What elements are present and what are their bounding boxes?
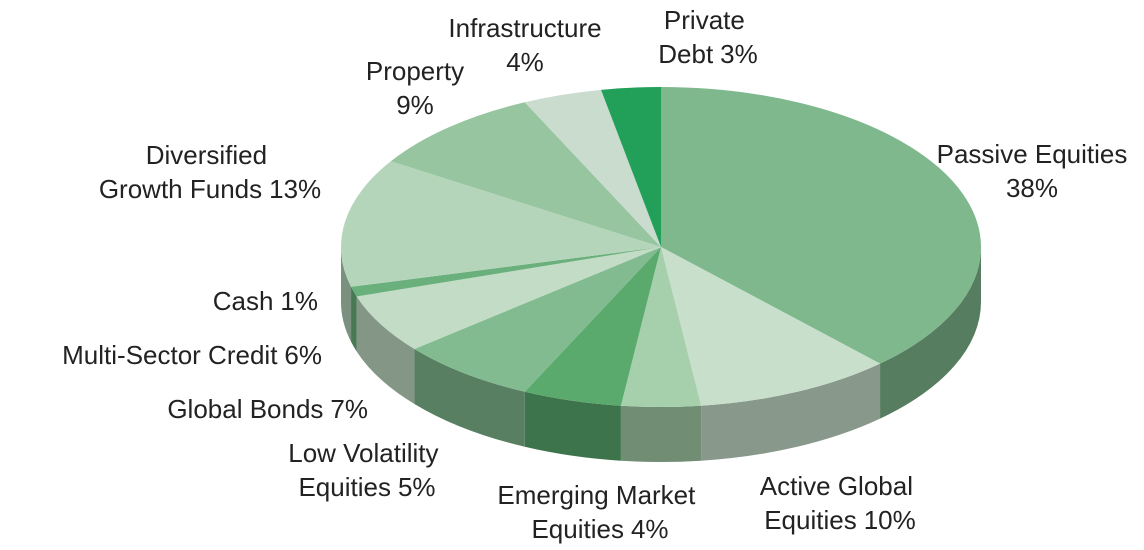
slice-label: Global Bonds 7%: [167, 394, 368, 424]
category-label: Global Bonds: [167, 394, 323, 424]
value-label: 9%: [396, 90, 434, 120]
slice-label: Diversified Growth Funds 13%: [99, 140, 321, 204]
slice-label: Multi-Sector Credit 6%: [62, 340, 322, 370]
value-label: 5%: [398, 472, 436, 502]
value-label: 10%: [864, 505, 916, 535]
slice: [414, 247, 661, 392]
slice: [524, 247, 661, 406]
slice: [661, 87, 981, 364]
slice-label: Active Global Equities 10%: [760, 471, 920, 535]
slice: [356, 247, 661, 349]
slice-label: Private Debt 3%: [658, 5, 758, 69]
category-label: Low Volatility Equities: [288, 438, 446, 502]
slice-label: Property 9%: [366, 56, 464, 120]
slice: [341, 161, 661, 287]
value-label: 4%: [506, 47, 544, 77]
pie-tops: [341, 87, 981, 407]
pie-sides: [341, 247, 981, 462]
slice-side: [701, 363, 881, 461]
category-label: Private Debt: [658, 5, 752, 69]
category-label: Multi-Sector Credit: [62, 340, 278, 370]
value-label: 1%: [280, 286, 318, 316]
slice: [661, 247, 881, 406]
slice: [351, 247, 661, 297]
slice: [390, 102, 661, 248]
slice-label: Passive Equities 38%: [937, 139, 1128, 203]
slice: [524, 89, 661, 247]
slice-side: [880, 247, 981, 419]
slice: [620, 247, 702, 407]
value-label: 6%: [284, 340, 322, 370]
category-label: Diversified Growth Funds: [99, 140, 274, 204]
category-label: Property: [366, 56, 464, 86]
slice-side: [414, 348, 525, 447]
slice-side: [341, 247, 352, 342]
value-label: 38%: [1006, 173, 1058, 203]
value-label: 4%: [631, 514, 669, 544]
slice-label: Emerging Market Equities 4%: [497, 480, 702, 544]
slice-label: Low Volatility Equities 5%: [288, 438, 446, 502]
category-label: Cash: [213, 286, 274, 316]
slice-side: [620, 405, 702, 462]
value-label: 13%: [269, 174, 321, 204]
value-label: 3%: [720, 39, 758, 69]
slice-label: Cash 1%: [213, 286, 318, 316]
slice-side: [351, 286, 357, 352]
value-label: 7%: [330, 394, 368, 424]
slice: [601, 87, 661, 247]
category-label: Active Global Equities: [760, 471, 920, 535]
slice-side: [524, 391, 621, 461]
category-label: Passive Equities: [937, 139, 1128, 169]
category-label: Emerging Market Equities: [497, 480, 702, 544]
slice-side: [356, 296, 415, 404]
category-label: Infrastructure: [448, 13, 601, 43]
slice-label: Infrastructure 4%: [448, 13, 601, 77]
